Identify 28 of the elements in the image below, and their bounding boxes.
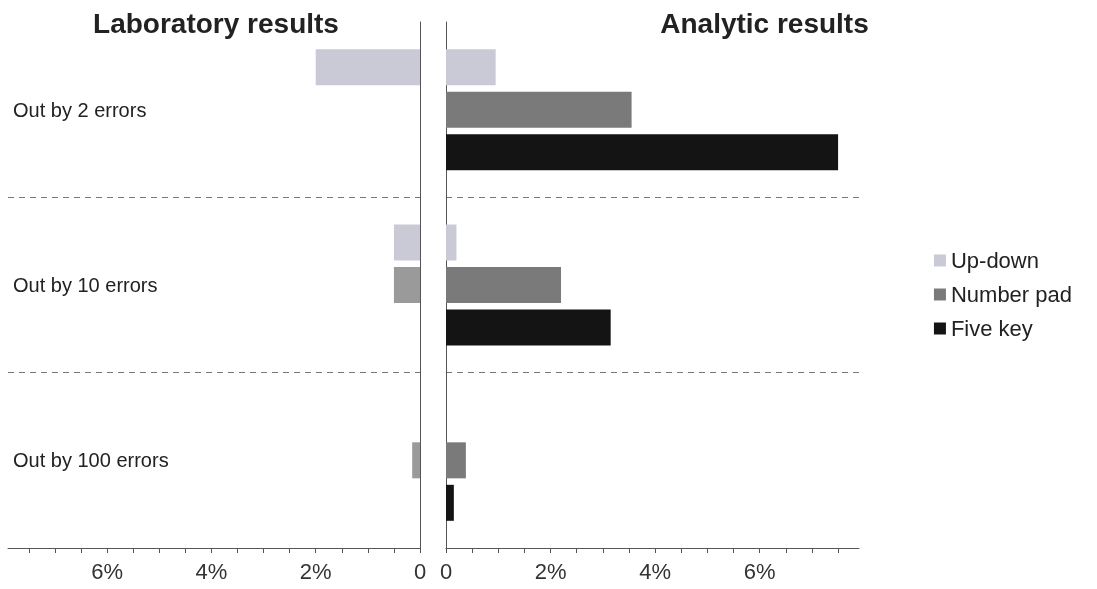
chart-title: Analytic results [660, 7, 869, 39]
bar [315, 49, 420, 86]
y-tick-label: Out by 100 errors [13, 449, 169, 472]
x-tick-label: 4% [639, 558, 672, 584]
legend-label: Up-down [950, 248, 1039, 273]
y-tick-label: Out by 10 errors [13, 274, 158, 296]
chart-title: Laboratory results [93, 7, 339, 39]
x-tick-label: 4% [195, 558, 228, 584]
x-tick-label: 2% [299, 558, 332, 584]
y-tick-label: Out by 2 errors [13, 98, 147, 121]
bar [393, 224, 420, 261]
legend-label: Number pad [950, 282, 1073, 307]
bar [446, 484, 454, 521]
bar [446, 49, 496, 86]
bar [446, 442, 466, 479]
bar [446, 91, 632, 128]
bar [446, 224, 457, 261]
bar [446, 134, 839, 171]
x-tick-label: 6% [91, 558, 123, 584]
bar [446, 267, 562, 303]
bar [446, 309, 611, 346]
x-tick-label: 0 [413, 558, 427, 584]
x-tick-label: 0 [439, 558, 453, 584]
bar [412, 442, 420, 479]
x-tick-label: 6% [743, 558, 776, 584]
legend-label: Five key [950, 316, 1033, 341]
bar [393, 267, 420, 303]
x-tick-label: 2% [534, 558, 567, 584]
